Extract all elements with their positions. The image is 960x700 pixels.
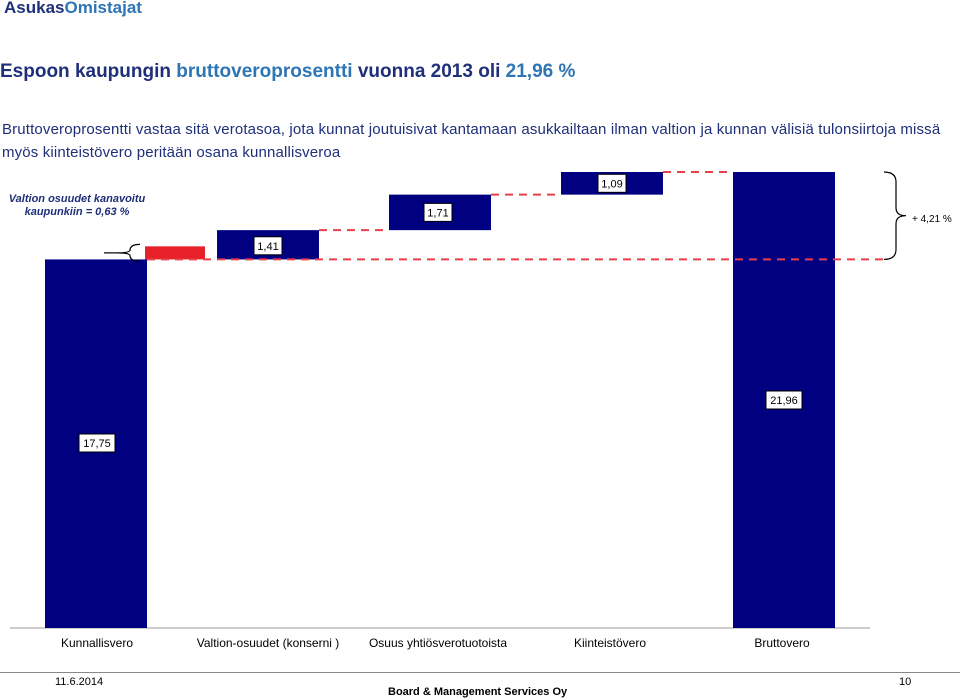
slide-title: Espoon kaupungin bruttoveroprosentti vuo… xyxy=(0,61,575,83)
data-label-kunnallisvero: 17,75 xyxy=(83,438,111,450)
title-highlight1: bruttoveroprosentti xyxy=(176,61,353,82)
footer-company: Board & Management Services Oy xyxy=(388,686,568,698)
data-label-bruttovero-box xyxy=(765,390,803,410)
data-label-kiinteistovero-box xyxy=(597,173,627,193)
data-label-valtion-osuudet-box xyxy=(253,236,283,256)
category-label-kunnallisvero: Kunnallisvero xyxy=(60,636,134,650)
title-highlight2: 21,96 % xyxy=(505,61,576,82)
state-share-note: Valtion osuudet kanavoitu kaupunkiin = 0… xyxy=(8,193,146,218)
right-brace-bracket xyxy=(883,171,907,261)
slide-description: Bruttoveroprosentti vastaa sitä verotaso… xyxy=(2,121,941,161)
title-part1: Espoon kaupungin xyxy=(0,61,177,82)
category-label-yhtiosverotuotot: Osuus yhtiösverotuotoista xyxy=(368,636,508,650)
left-brace-bracket xyxy=(117,243,141,263)
footer-date: 11.6.2014 xyxy=(55,676,104,688)
title-part2: vuonna 2013 oli xyxy=(352,61,506,82)
data-label-bruttovero: 21,96 xyxy=(770,395,798,407)
category-label-valtion-osuudet: Valtion-osuudet (konserni ) xyxy=(196,636,340,650)
brand-logo: AsukasOmistajat xyxy=(4,0,142,18)
data-label-yhtiosverotuotot-box xyxy=(423,202,453,222)
total-increase-label: + 4,21 % xyxy=(912,214,952,225)
brand-part1: Asukas xyxy=(4,0,65,17)
brand-part2: Omistajat xyxy=(64,0,142,17)
data-label-valtion-osuudet: 1,41 xyxy=(257,241,278,253)
footer-divider xyxy=(0,672,960,673)
page-number: 10 xyxy=(899,676,912,688)
data-label-kunnallisvero-box xyxy=(78,433,116,453)
data-label-kiinteistovero: 1,09 xyxy=(601,178,622,190)
data-label-yhtiosverotuotot: 1,71 xyxy=(427,207,448,219)
category-label-bruttovero: Bruttovero xyxy=(754,636,810,650)
chart-layer: 17,75 1,41 1,71 1,09 21,96 xyxy=(10,171,907,629)
category-label-kiinteistovero: Kiinteistövero xyxy=(573,636,647,650)
highlight-state-share xyxy=(145,246,205,260)
